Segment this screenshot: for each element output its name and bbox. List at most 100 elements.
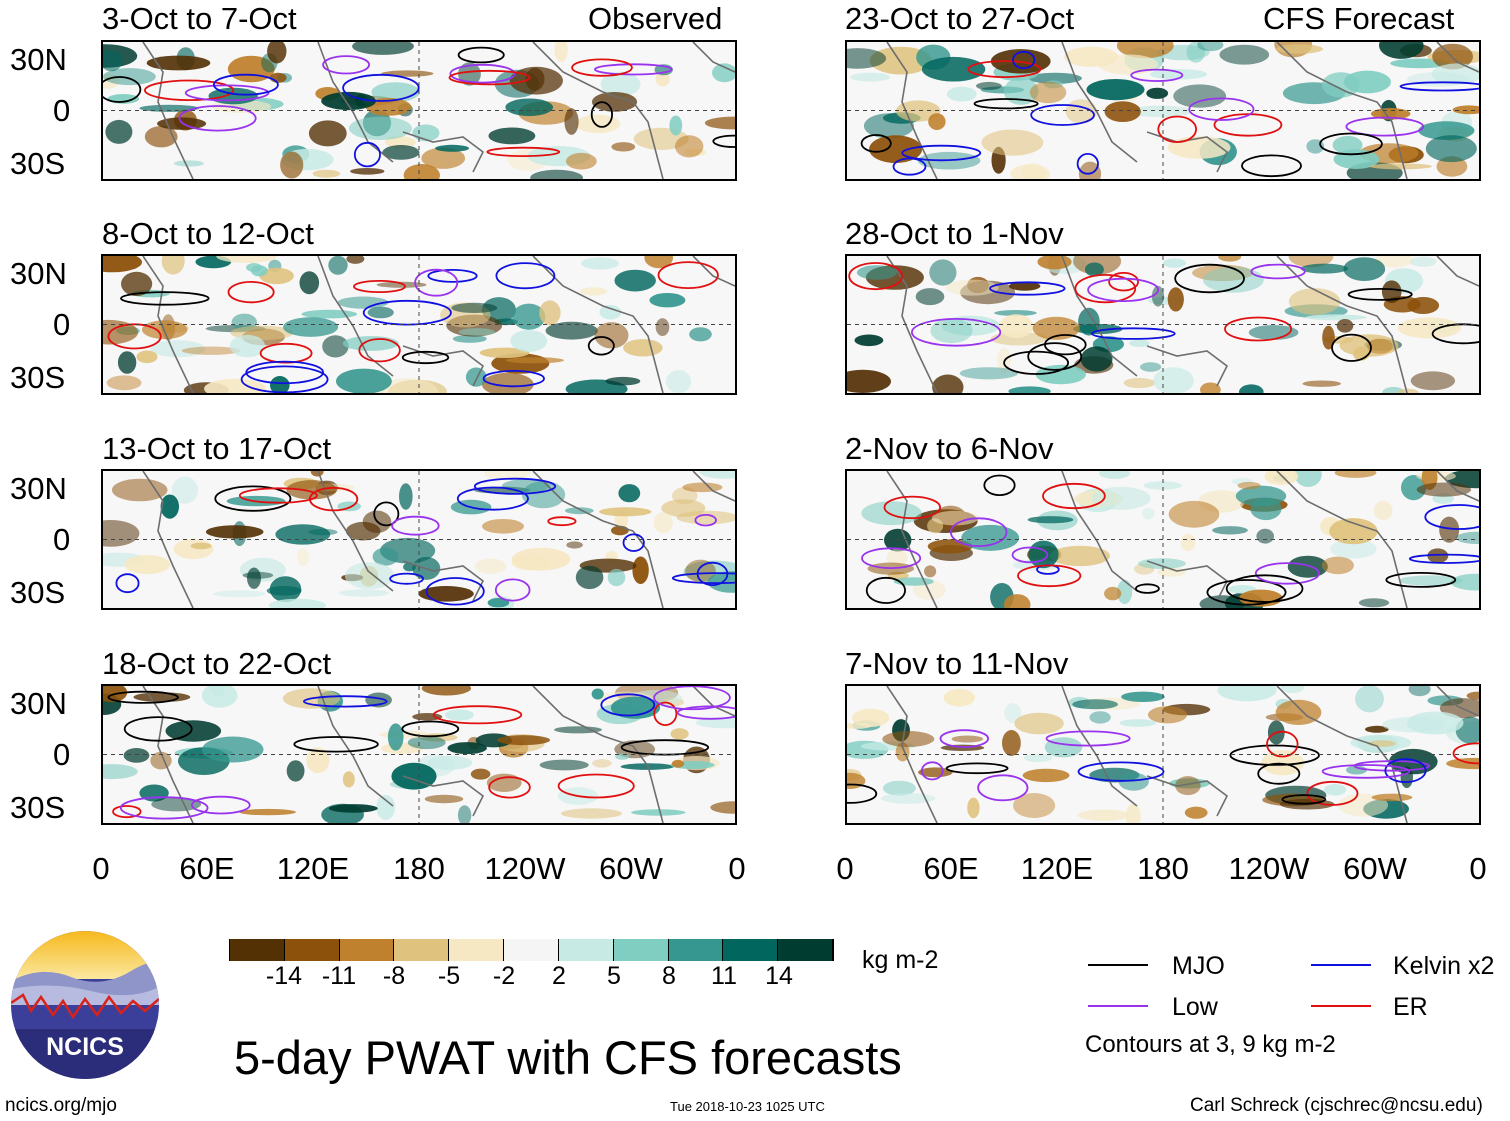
legend-note: Contours at 3, 9 kg m-2 xyxy=(1085,1031,1336,1058)
anomaly-shading xyxy=(1023,753,1053,763)
anomaly-shading xyxy=(111,478,168,502)
anomaly-shading xyxy=(299,271,320,295)
anomaly-shading xyxy=(1261,750,1304,776)
lat-label-30n-2: 30N xyxy=(10,256,67,291)
anomaly-shading xyxy=(342,336,399,351)
coastline xyxy=(886,42,938,179)
map-panel-fcst-4 xyxy=(845,684,1481,825)
contour-line xyxy=(414,268,459,297)
coastline xyxy=(1436,686,1479,717)
anomaly-shading xyxy=(521,481,566,509)
anomaly-shading xyxy=(580,287,607,296)
coastline xyxy=(402,560,485,602)
anomaly-shading xyxy=(1147,706,1188,724)
lat-label-30s-2: 30S xyxy=(10,360,66,395)
anomaly-shading xyxy=(457,805,472,823)
anomaly-shading xyxy=(1343,257,1386,281)
anomaly-shading xyxy=(1321,556,1354,575)
contour-line xyxy=(1229,744,1320,766)
footer-left[interactable]: ncics.org/mjo xyxy=(5,1095,117,1116)
anomaly-shading xyxy=(465,367,487,387)
contour-line xyxy=(973,98,1039,110)
anomaly-shading xyxy=(605,376,641,386)
contour-line xyxy=(587,336,615,356)
anomaly-shading xyxy=(712,63,735,83)
contour-line xyxy=(1130,68,1184,82)
contour-line xyxy=(949,517,1008,548)
contour-line xyxy=(401,720,460,738)
cfs-forecast-header: CFS Forecast xyxy=(1263,1,1455,36)
contour-line xyxy=(425,577,485,606)
anomaly-shading xyxy=(580,257,620,270)
anomaly-shading xyxy=(1346,765,1367,775)
contour-line xyxy=(653,686,731,711)
anomaly-shading xyxy=(350,168,385,175)
anomaly-shading xyxy=(328,256,348,275)
contour-line xyxy=(1074,273,1137,304)
contour-line xyxy=(1384,758,1427,783)
anomaly-shading xyxy=(981,129,1044,156)
contour-line xyxy=(212,73,279,96)
anomaly-shading xyxy=(190,542,212,550)
anomaly-shading xyxy=(1203,266,1264,293)
anomaly-shading xyxy=(1163,258,1186,268)
anomaly-shading xyxy=(852,708,890,727)
anomaly-shading xyxy=(338,589,390,597)
anomaly-shading xyxy=(1200,382,1221,393)
anomaly-shading xyxy=(382,145,420,160)
anomaly-shading xyxy=(213,590,266,598)
anomaly-shading xyxy=(1367,338,1393,354)
colorbar-tick: 5 xyxy=(607,962,621,990)
contour-line xyxy=(1266,730,1299,758)
coastline xyxy=(886,471,938,608)
anomaly-shading xyxy=(103,764,138,780)
anomaly-shading xyxy=(1287,555,1328,578)
anomaly-shading xyxy=(689,327,712,342)
map-panel-obs-3 xyxy=(101,469,737,610)
contour-line xyxy=(571,58,633,77)
contour-line xyxy=(1003,350,1070,375)
anomaly-shading xyxy=(312,169,341,178)
anomaly-shading xyxy=(336,368,392,393)
anomaly-shading xyxy=(591,92,638,112)
anomaly-shading xyxy=(268,598,326,608)
coastline xyxy=(402,131,485,173)
contour-line xyxy=(694,514,717,527)
contour-line xyxy=(245,360,324,385)
contour-line xyxy=(322,55,371,75)
coastline xyxy=(1436,42,1479,73)
anomaly-shading xyxy=(1080,346,1113,372)
anomaly-shading xyxy=(1431,63,1479,85)
anomaly-shading xyxy=(1256,528,1274,544)
anomaly-shading xyxy=(1410,256,1437,267)
anomaly-shading xyxy=(932,374,964,393)
anomaly-shading xyxy=(322,335,349,358)
anomaly-shading xyxy=(1117,579,1133,604)
anomaly-shading xyxy=(161,256,185,275)
anomaly-shading xyxy=(1128,339,1150,347)
footer-right[interactable]: Carl Schreck (cjschrec@ncsu.edu) xyxy=(1190,1095,1483,1116)
lon-label-right-60w: 60W xyxy=(1343,851,1407,886)
anomaly-shading xyxy=(592,759,612,768)
coastline xyxy=(886,686,938,823)
anomaly-shading xyxy=(632,556,649,585)
anomaly-shading xyxy=(1446,757,1479,770)
legend-label-low: Low xyxy=(1172,993,1218,1021)
contour-line xyxy=(600,693,656,717)
contour-line xyxy=(482,370,545,388)
map-svg xyxy=(847,471,1479,608)
anomaly-shading xyxy=(346,256,365,264)
anomaly-shading xyxy=(481,372,534,393)
anomaly-shading xyxy=(1142,507,1155,520)
map-svg xyxy=(847,42,1479,179)
lon-label-left-0-end: 0 xyxy=(728,851,746,886)
anomaly-shading xyxy=(165,720,222,742)
coastline xyxy=(1276,471,1408,608)
anomaly-shading xyxy=(1118,772,1149,791)
anomaly-shading xyxy=(173,538,214,560)
anomaly-shading xyxy=(251,265,268,277)
anomaly-shading xyxy=(283,317,339,337)
anomaly-shading xyxy=(1455,531,1479,544)
anomaly-shading xyxy=(1235,485,1287,507)
anomaly-shading xyxy=(649,293,686,308)
